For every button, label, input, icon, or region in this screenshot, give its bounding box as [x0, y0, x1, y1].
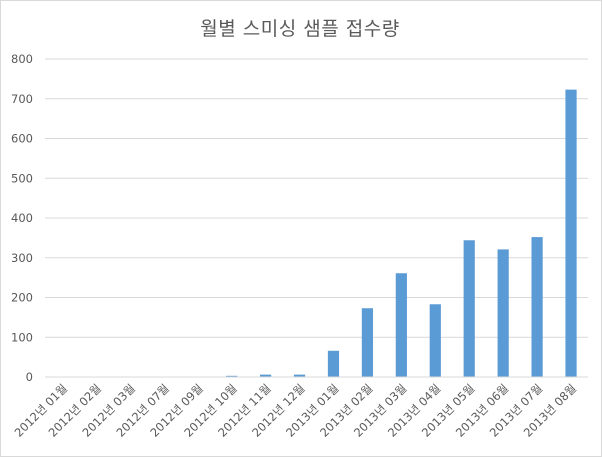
y-tick-label: 700 [11, 92, 33, 106]
bar [327, 350, 340, 377]
y-tick-label: 300 [11, 251, 33, 265]
bar [259, 374, 272, 377]
bar-series [226, 89, 577, 378]
bar [293, 374, 306, 377]
bar [361, 308, 374, 377]
bar [463, 240, 475, 377]
bar [531, 237, 543, 377]
bar [429, 304, 441, 377]
y-tick-label: 400 [11, 211, 33, 225]
bar [497, 249, 509, 377]
y-axis-ticks: 0 100 200 300 400 500 600 700 800 [11, 52, 33, 384]
y-tick-label: 600 [11, 132, 33, 146]
chart-title: 월별 스미싱 샘플 접수량 [200, 18, 400, 40]
y-tick-label: 100 [11, 330, 33, 344]
grid-lines [45, 58, 588, 338]
bar [565, 89, 577, 378]
y-tick-label: 800 [11, 52, 33, 66]
y-tick-label: 500 [11, 171, 33, 185]
bar [395, 273, 407, 377]
y-tick-label: 200 [11, 291, 33, 305]
bar [226, 375, 238, 377]
y-tick-label: 0 [26, 370, 33, 384]
